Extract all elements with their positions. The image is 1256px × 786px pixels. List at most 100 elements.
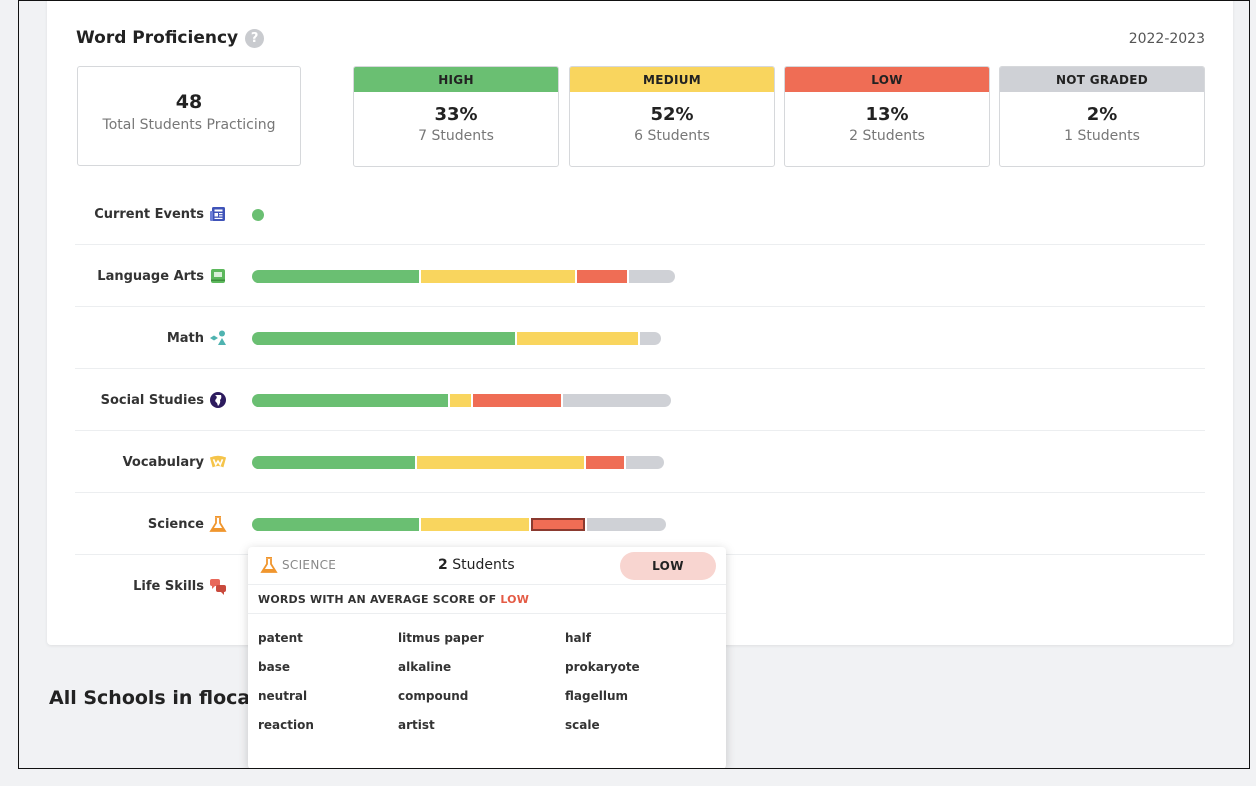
word-item: base	[258, 660, 290, 674]
help-icon[interactable]: ?	[245, 28, 265, 48]
stat-box-medium[interactable]: MEDIUM 52% 6 Students	[569, 66, 775, 167]
word-item: prokaryote	[565, 660, 640, 674]
word-item: scale	[565, 718, 600, 732]
stat-header-not-graded: NOT GRADED	[1000, 67, 1204, 92]
bar-segment-low[interactable]	[473, 394, 561, 407]
stat-students-low: 2 Students	[849, 128, 925, 144]
bar-segment-medium[interactable]	[450, 394, 471, 407]
science-tooltip: SCIENCE 2 Students LOW WORDS WITH AN AVE…	[248, 547, 726, 768]
total-students-value: 48	[175, 91, 203, 113]
stat-percent-medium: 52%	[650, 104, 694, 125]
stat-students-high: 7 Students	[418, 128, 494, 144]
proficiency-bar-current-events[interactable]	[75, 183, 1205, 244]
bar-segment-high[interactable]	[252, 518, 419, 531]
word-item: reaction	[258, 718, 314, 732]
bar-segment-not-graded[interactable]	[587, 518, 666, 531]
subject-label: Math	[75, 307, 227, 369]
bar-segment-low[interactable]	[586, 456, 624, 469]
bar-segment-not-graded[interactable]	[640, 332, 661, 345]
tooltip-subtitle: WORDS WITH AN AVERAGE SCORE OF LOW	[248, 586, 726, 614]
word-item: neutral	[258, 689, 308, 703]
bar-segment-high[interactable]	[252, 332, 515, 345]
subject-label: Current Events	[75, 183, 227, 245]
word-item: compound	[398, 689, 469, 703]
stat-box-not-graded[interactable]: NOT GRADED 2% 1 Students	[999, 66, 1205, 167]
stat-box-high[interactable]: HIGH 33% 7 Students	[353, 66, 559, 167]
bar-segment-not-graded[interactable]	[626, 456, 664, 469]
subject-label-text: Current Events	[94, 206, 204, 222]
proficiency-bar-language-arts[interactable]	[75, 245, 1205, 306]
page-frame: Word Proficiency ? 2022-2023 48 Total St…	[18, 0, 1250, 769]
bar-segment-medium[interactable]	[517, 332, 638, 345]
flask-icon	[260, 556, 278, 574]
bar-segment-high[interactable]	[252, 456, 415, 469]
stat-box-low[interactable]: LOW 13% 2 Students	[784, 66, 990, 167]
proficiency-bar-math[interactable]	[75, 307, 1205, 368]
proficiency-bar-vocabulary[interactable]	[75, 431, 1205, 492]
proficiency-bar-science[interactable]	[75, 493, 1205, 554]
tooltip-subtitle-level: LOW	[500, 593, 530, 606]
subject-label-text: Science	[147, 516, 204, 532]
proficiency-bar[interactable]	[252, 332, 661, 345]
subject-row-life-skills: Life Skills	[75, 555, 1205, 617]
bar-segment-low[interactable]	[577, 270, 627, 283]
stat-header-low: LOW	[785, 67, 989, 92]
section-title: All Schools in floca	[49, 687, 251, 709]
subject-label: Life Skills	[75, 555, 227, 617]
proficiency-bar[interactable]	[252, 394, 671, 407]
tooltip-level-badge: LOW	[620, 552, 716, 580]
tooltip-subject: SCIENCE	[260, 556, 336, 574]
stat-header-high: HIGH	[354, 67, 558, 92]
total-students-label: Total Students Practicing	[102, 117, 276, 133]
word-item: patent	[258, 631, 303, 645]
proficiency-bar-social-studies[interactable]	[75, 369, 1205, 430]
proficiency-bar[interactable]	[252, 518, 666, 531]
proficiency-bar[interactable]	[252, 456, 664, 469]
subject-row-science: Science	[75, 493, 1205, 555]
subject-row-vocabulary: Vocabulary	[75, 431, 1205, 493]
subject-label-text: Life Skills	[133, 578, 204, 594]
stat-students-not-graded: 1 Students	[1064, 128, 1140, 144]
total-students-box: 48 Total Students Practicing	[77, 66, 301, 166]
subject-row-language-arts: Language Arts	[75, 245, 1205, 307]
tooltip-count-value: 2	[438, 557, 448, 573]
newspaper-icon	[209, 205, 227, 223]
word-item: alkaline	[398, 660, 452, 674]
subject-label-text: Language Arts	[97, 268, 204, 284]
tooltip-subject-text: SCIENCE	[282, 558, 337, 572]
tooltip-subtitle-prefix: WORDS WITH AN AVERAGE SCORE OF	[258, 593, 497, 606]
bar-segment-medium[interactable]	[421, 518, 529, 531]
bar-segment-not-graded[interactable]	[563, 394, 671, 407]
bar-segment-high[interactable]	[252, 270, 419, 283]
stat-percent-high: 33%	[434, 104, 478, 125]
word-item: flagellum	[565, 689, 628, 703]
subject-row-math: Math	[75, 307, 1205, 369]
flask-icon	[209, 515, 227, 533]
chat-bubbles-icon	[209, 577, 227, 595]
subject-row-current-events: Current Events	[75, 183, 1205, 245]
bar-segment-low[interactable]	[531, 518, 585, 531]
bar-segment-medium[interactable]	[417, 456, 584, 469]
subject-row-social-studies: Social Studies	[75, 369, 1205, 431]
bar-segment-not-graded[interactable]	[629, 270, 675, 283]
word-w-icon	[209, 453, 227, 471]
word-item: artist	[398, 718, 435, 732]
subject-label: Language Arts	[75, 245, 227, 307]
tooltip-student-count: 2 Students	[438, 557, 515, 573]
globe-icon	[209, 391, 227, 409]
subject-label-text: Math	[166, 330, 204, 346]
word-proficiency-card: Word Proficiency ? 2022-2023 48 Total St…	[47, 1, 1233, 645]
stat-percent-low: 13%	[865, 104, 909, 125]
stat-percent-not-graded: 2%	[1086, 104, 1118, 125]
bar-segment-medium[interactable]	[421, 270, 575, 283]
subject-label: Science	[75, 493, 227, 555]
word-item: litmus paper	[398, 631, 484, 645]
school-year: 2022-2023	[1128, 31, 1205, 47]
card-title-text: Word Proficiency	[76, 28, 239, 48]
proficiency-dot-high[interactable]	[252, 209, 264, 221]
stat-students-medium: 6 Students	[634, 128, 710, 144]
tooltip-count-suffix: Students	[452, 557, 515, 573]
proficiency-bar[interactable]	[252, 270, 675, 283]
subject-label: Vocabulary	[75, 431, 227, 493]
bar-segment-high[interactable]	[252, 394, 448, 407]
